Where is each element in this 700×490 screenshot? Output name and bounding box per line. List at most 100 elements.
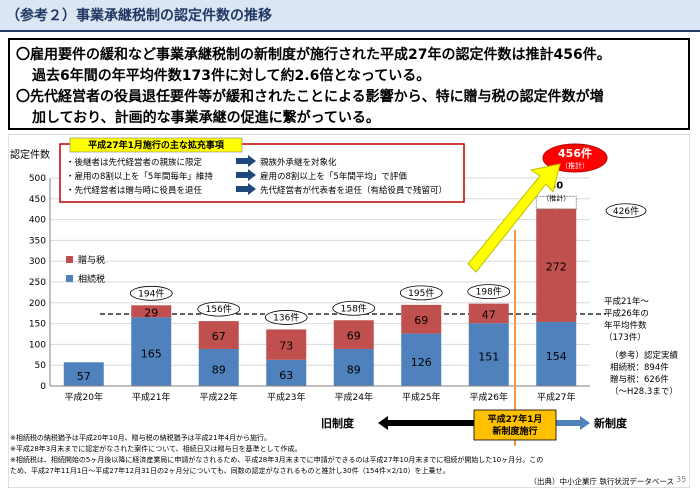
chart-panel: 57 165 29 89 67 63 73 89 69 126 69 151 47 154 272 194件 1… <box>8 134 690 488</box>
average-label: 平成21年～ <box>604 296 649 307</box>
total-label-2015: 426件 <box>613 205 639 217</box>
legend-swatch-sozoku <box>66 275 73 282</box>
reform-before: ・雇用の8割以上を「5年間毎年」維持 <box>66 171 213 182</box>
total-label: 136件 <box>273 311 299 323</box>
data-label-sozoku: 126 <box>411 356 432 369</box>
x-tick-label: 平成20年 <box>65 391 103 403</box>
x-tick-label: 平成23年 <box>267 391 305 403</box>
bar-zoyo <box>198 321 239 349</box>
legend-label-zoyo: 贈与税 <box>78 254 105 266</box>
reform-box <box>59 143 465 203</box>
total-bubble <box>264 310 308 325</box>
data-label-zoyo: 73 <box>279 340 293 353</box>
bar-sozoku <box>266 359 307 386</box>
bar-sozoku <box>468 323 509 386</box>
growth-arrow <box>467 163 561 273</box>
total-bubble <box>332 300 376 316</box>
bar-estimate <box>535 195 577 210</box>
footnote: ※相続税の納税猶予は平成20年10月、贈与税の納税猶予は平成21年4月から施行。 <box>10 433 271 442</box>
y-tick-label: 0 <box>40 382 46 392</box>
timeline-old-label: 旧制度 <box>321 416 355 430</box>
bar-sozoku <box>333 348 374 386</box>
estimate-note-label: （推計） <box>542 193 570 202</box>
data-label-sozoku: 154 <box>546 350 567 363</box>
x-tick-label: 平成27年 <box>537 391 575 403</box>
bar-zoyo <box>401 304 442 334</box>
reform-arrow-icon <box>236 169 256 181</box>
data-label-sozoku: 165 <box>141 348 162 361</box>
x-tick-label: 平成26年 <box>470 391 508 403</box>
data-label-sozoku: 151 <box>478 351 499 364</box>
total-bubble <box>467 284 511 300</box>
bar-sozoku <box>198 348 239 386</box>
summary-line-1: 〇雇用要件の緩和など事業承継税制の新制度が施行された平成27年の認定件数は推計4… <box>16 47 611 63</box>
bar-zoyo <box>131 305 172 318</box>
reform-arrow-icon <box>236 155 256 167</box>
total-label: 158件 <box>341 302 367 314</box>
y-tick-label: 250 <box>29 278 46 288</box>
total-label: 194件 <box>138 287 164 299</box>
average-label: 年平均件数 <box>604 320 647 331</box>
data-label-zoyo: 29 <box>144 306 158 319</box>
data-label-sozoku: 89 <box>347 363 361 376</box>
reform-after: 親族外承継を対象化 <box>260 157 337 168</box>
total-label: 198件 <box>476 286 502 298</box>
y-axis-title: 認定件数 <box>10 148 50 161</box>
timeline-old-arrow <box>378 416 506 430</box>
reform-before: ・後継者は先代経営者の親族に限定 <box>66 157 203 168</box>
data-label-sozoku: 63 <box>279 369 293 382</box>
y-tick-label: 100 <box>29 340 46 350</box>
data-labels: 57 165 29 89 67 63 73 89 69 126 69 151 47 154 272 194件 1… <box>77 180 647 383</box>
timeline-marker-label: 平成27年1月 <box>488 413 543 425</box>
x-tick-label: 平成25年 <box>402 391 440 403</box>
summary-line-3: 〇先代経営者の役員退任要件等が緩和されたことによる影響から、特に贈与税の認定件数… <box>16 89 604 105</box>
y-tick-label: 300 <box>29 257 46 267</box>
bars <box>63 195 577 386</box>
timeline-marker-label: 新制度施行 <box>492 425 537 437</box>
y-tick-label: 200 <box>29 299 46 309</box>
y-tick-label: 50 <box>35 361 47 371</box>
bar-sozoku <box>131 317 172 386</box>
average-label: （173件） <box>604 332 646 343</box>
data-label-zoyo: 47 <box>482 308 496 321</box>
reform-after: 雇用の8割以上を「5年間平均」で評価 <box>260 171 407 182</box>
reference-label: 相続税：894件 <box>610 362 669 373</box>
x-tick-label: 平成22年 <box>200 391 238 403</box>
reference-label: （～H28.3まで） <box>610 386 678 397</box>
y-tick-label: 350 <box>29 236 46 246</box>
timeline-marker-box <box>473 409 557 441</box>
legend-label-sozoku: 相続税 <box>78 273 105 285</box>
total-bubble <box>605 203 647 219</box>
reform-before: ・先代経営者は贈与時に役員を退任 <box>66 185 203 196</box>
y-tick-label: 450 <box>29 195 46 205</box>
estimate-total-note: （推計） <box>561 161 589 170</box>
data-label-zoyo: 67 <box>212 330 226 343</box>
total-bubble <box>197 301 241 317</box>
y-tick-label: 150 <box>29 320 46 330</box>
footnote: ※平成28年3月末までに認定がなされた案件について、相続日又は贈与日を基準として… <box>10 444 301 453</box>
reform-box-title: 平成27年1月施行の主な拡充事項 <box>88 139 225 151</box>
data-label-sozoku: 57 <box>77 370 91 383</box>
summary-line-4: 加しており、計画的な事業承継の促進に繋がっている。 <box>32 110 380 126</box>
bar-sozoku <box>536 321 577 386</box>
bar-sozoku <box>63 362 104 386</box>
title-bar <box>0 0 700 30</box>
data-label-sozoku: 89 <box>212 363 226 376</box>
reform-arrow-icon <box>236 183 256 195</box>
page-number: 35 <box>676 475 687 484</box>
estimate-total-label: 456件 <box>558 146 592 160</box>
reference-label: 贈与税：626件 <box>610 374 669 385</box>
annotations: 456件（推計）平成21年～平成26年の年平均件数（173件）（参考）認定実績相… <box>10 137 679 486</box>
source-note: （出典）中小企業庁 執行状況データベース <box>529 476 674 486</box>
reform-after: 先代経営者が代表者を退任（有給役員で残留可） <box>260 185 447 196</box>
reform-box-title-bg <box>69 137 243 153</box>
total-label: 156件 <box>206 303 232 315</box>
timeline-new-label: 新制度 <box>594 416 628 430</box>
bar-zoyo <box>333 320 374 349</box>
data-label-zoyo: 69 <box>347 330 361 343</box>
data-label-zoyo: 69 <box>414 314 428 327</box>
bar-zoyo <box>536 208 577 322</box>
footnote: ため、平成27年11月1日～平成27年12月31日の2ヶ月分についても、同数の認… <box>10 466 450 475</box>
data-label-zoyo: 272 <box>546 260 567 273</box>
